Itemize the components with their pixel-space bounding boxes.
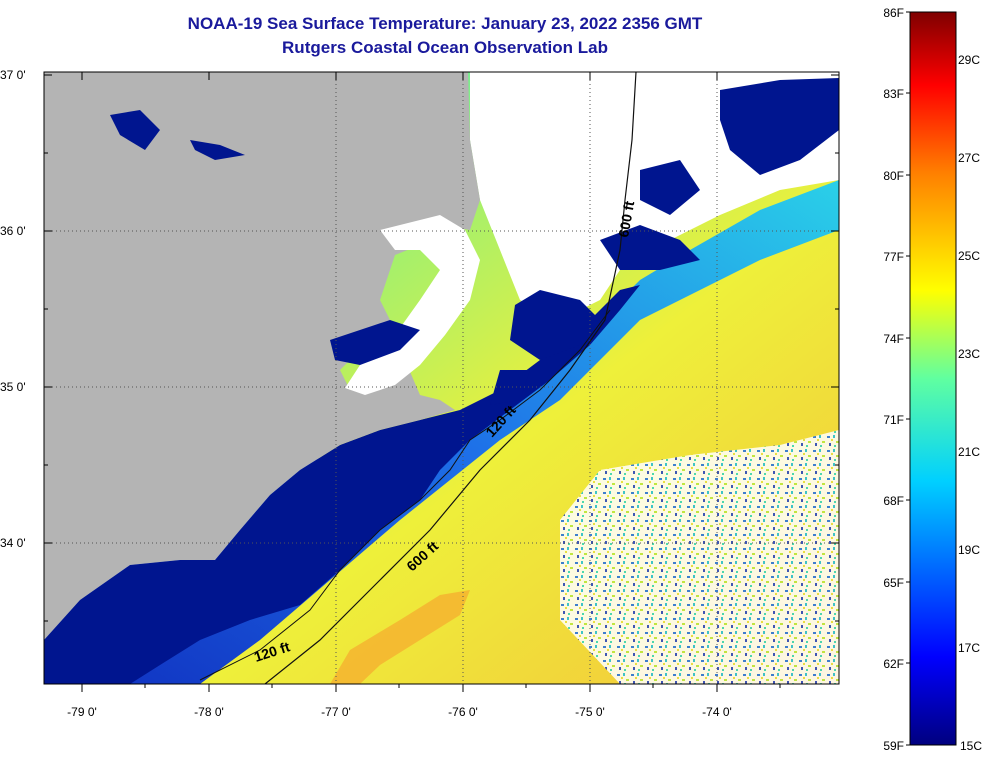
lon-label-75: -75 0' (575, 705, 605, 719)
axis-ticks (44, 72, 839, 692)
colorbar-label-71f: 71F (883, 413, 904, 427)
nearshore-cold-water (44, 285, 640, 684)
colorbar-label-65f: 65F (883, 576, 904, 590)
colorbar-label-23c: 23C (958, 347, 980, 361)
sound-cold-water (330, 320, 420, 365)
colorbar (909, 11, 957, 746)
colorbar-ticks (906, 11, 910, 746)
lat-label-37: 37 0' (0, 68, 26, 82)
lat-label-35: 35 0' (0, 380, 26, 394)
lon-label-74: -74 0' (702, 705, 732, 719)
colorbar-label-59f: 59F (883, 739, 904, 753)
land-mass (44, 72, 480, 640)
inland-river (190, 140, 245, 160)
lon-label-76: -76 0' (448, 705, 478, 719)
colorbar-label-83f: 83F (883, 87, 904, 101)
colorbar-label-27c: 27C (958, 151, 980, 165)
colorbar-label-68f: 68F (883, 494, 904, 508)
lon-label-77: -77 0' (321, 705, 351, 719)
colorbar-label-21c: 21C (958, 445, 980, 459)
colorbar-label-74f: 74F (883, 332, 904, 346)
colorbar-label-86f: 86F (883, 6, 904, 20)
inland-lake (110, 110, 160, 150)
colorbar-label-62f: 62F (883, 657, 904, 671)
colorbar-label-15c: 15C (960, 739, 982, 753)
lat-label-34: 34 0' (0, 536, 26, 550)
offshore-cloud-speckle (560, 430, 839, 684)
contour-600ft (264, 72, 637, 684)
map-imagery (44, 72, 839, 684)
map-frame (43, 71, 840, 685)
colorbar-label-17c: 17C (958, 641, 980, 655)
contour-label-600ft-north: 600 ft (615, 199, 637, 238)
colorbar-label-80f: 80F (883, 169, 904, 183)
colorbar-label-77f: 77F (883, 250, 904, 264)
map-subtitle: Rutgers Coastal Ocean Observation Lab (282, 38, 608, 57)
lon-label-79: -79 0' (67, 705, 97, 719)
lat-label-36: 36 0' (0, 224, 26, 238)
contour-120ft (199, 309, 611, 681)
colorbar-label-19c: 19C (958, 543, 980, 557)
warm-streak (330, 590, 470, 684)
colorbar-label-25c: 25C (958, 249, 980, 263)
graticule (44, 72, 839, 684)
colorbar-label-29c: 29C (958, 53, 980, 67)
map-title: NOAA-19 Sea Surface Temperature: January… (187, 14, 703, 33)
lon-label-78: -78 0' (194, 705, 224, 719)
cloud-edge-cold-patches (490, 78, 839, 405)
